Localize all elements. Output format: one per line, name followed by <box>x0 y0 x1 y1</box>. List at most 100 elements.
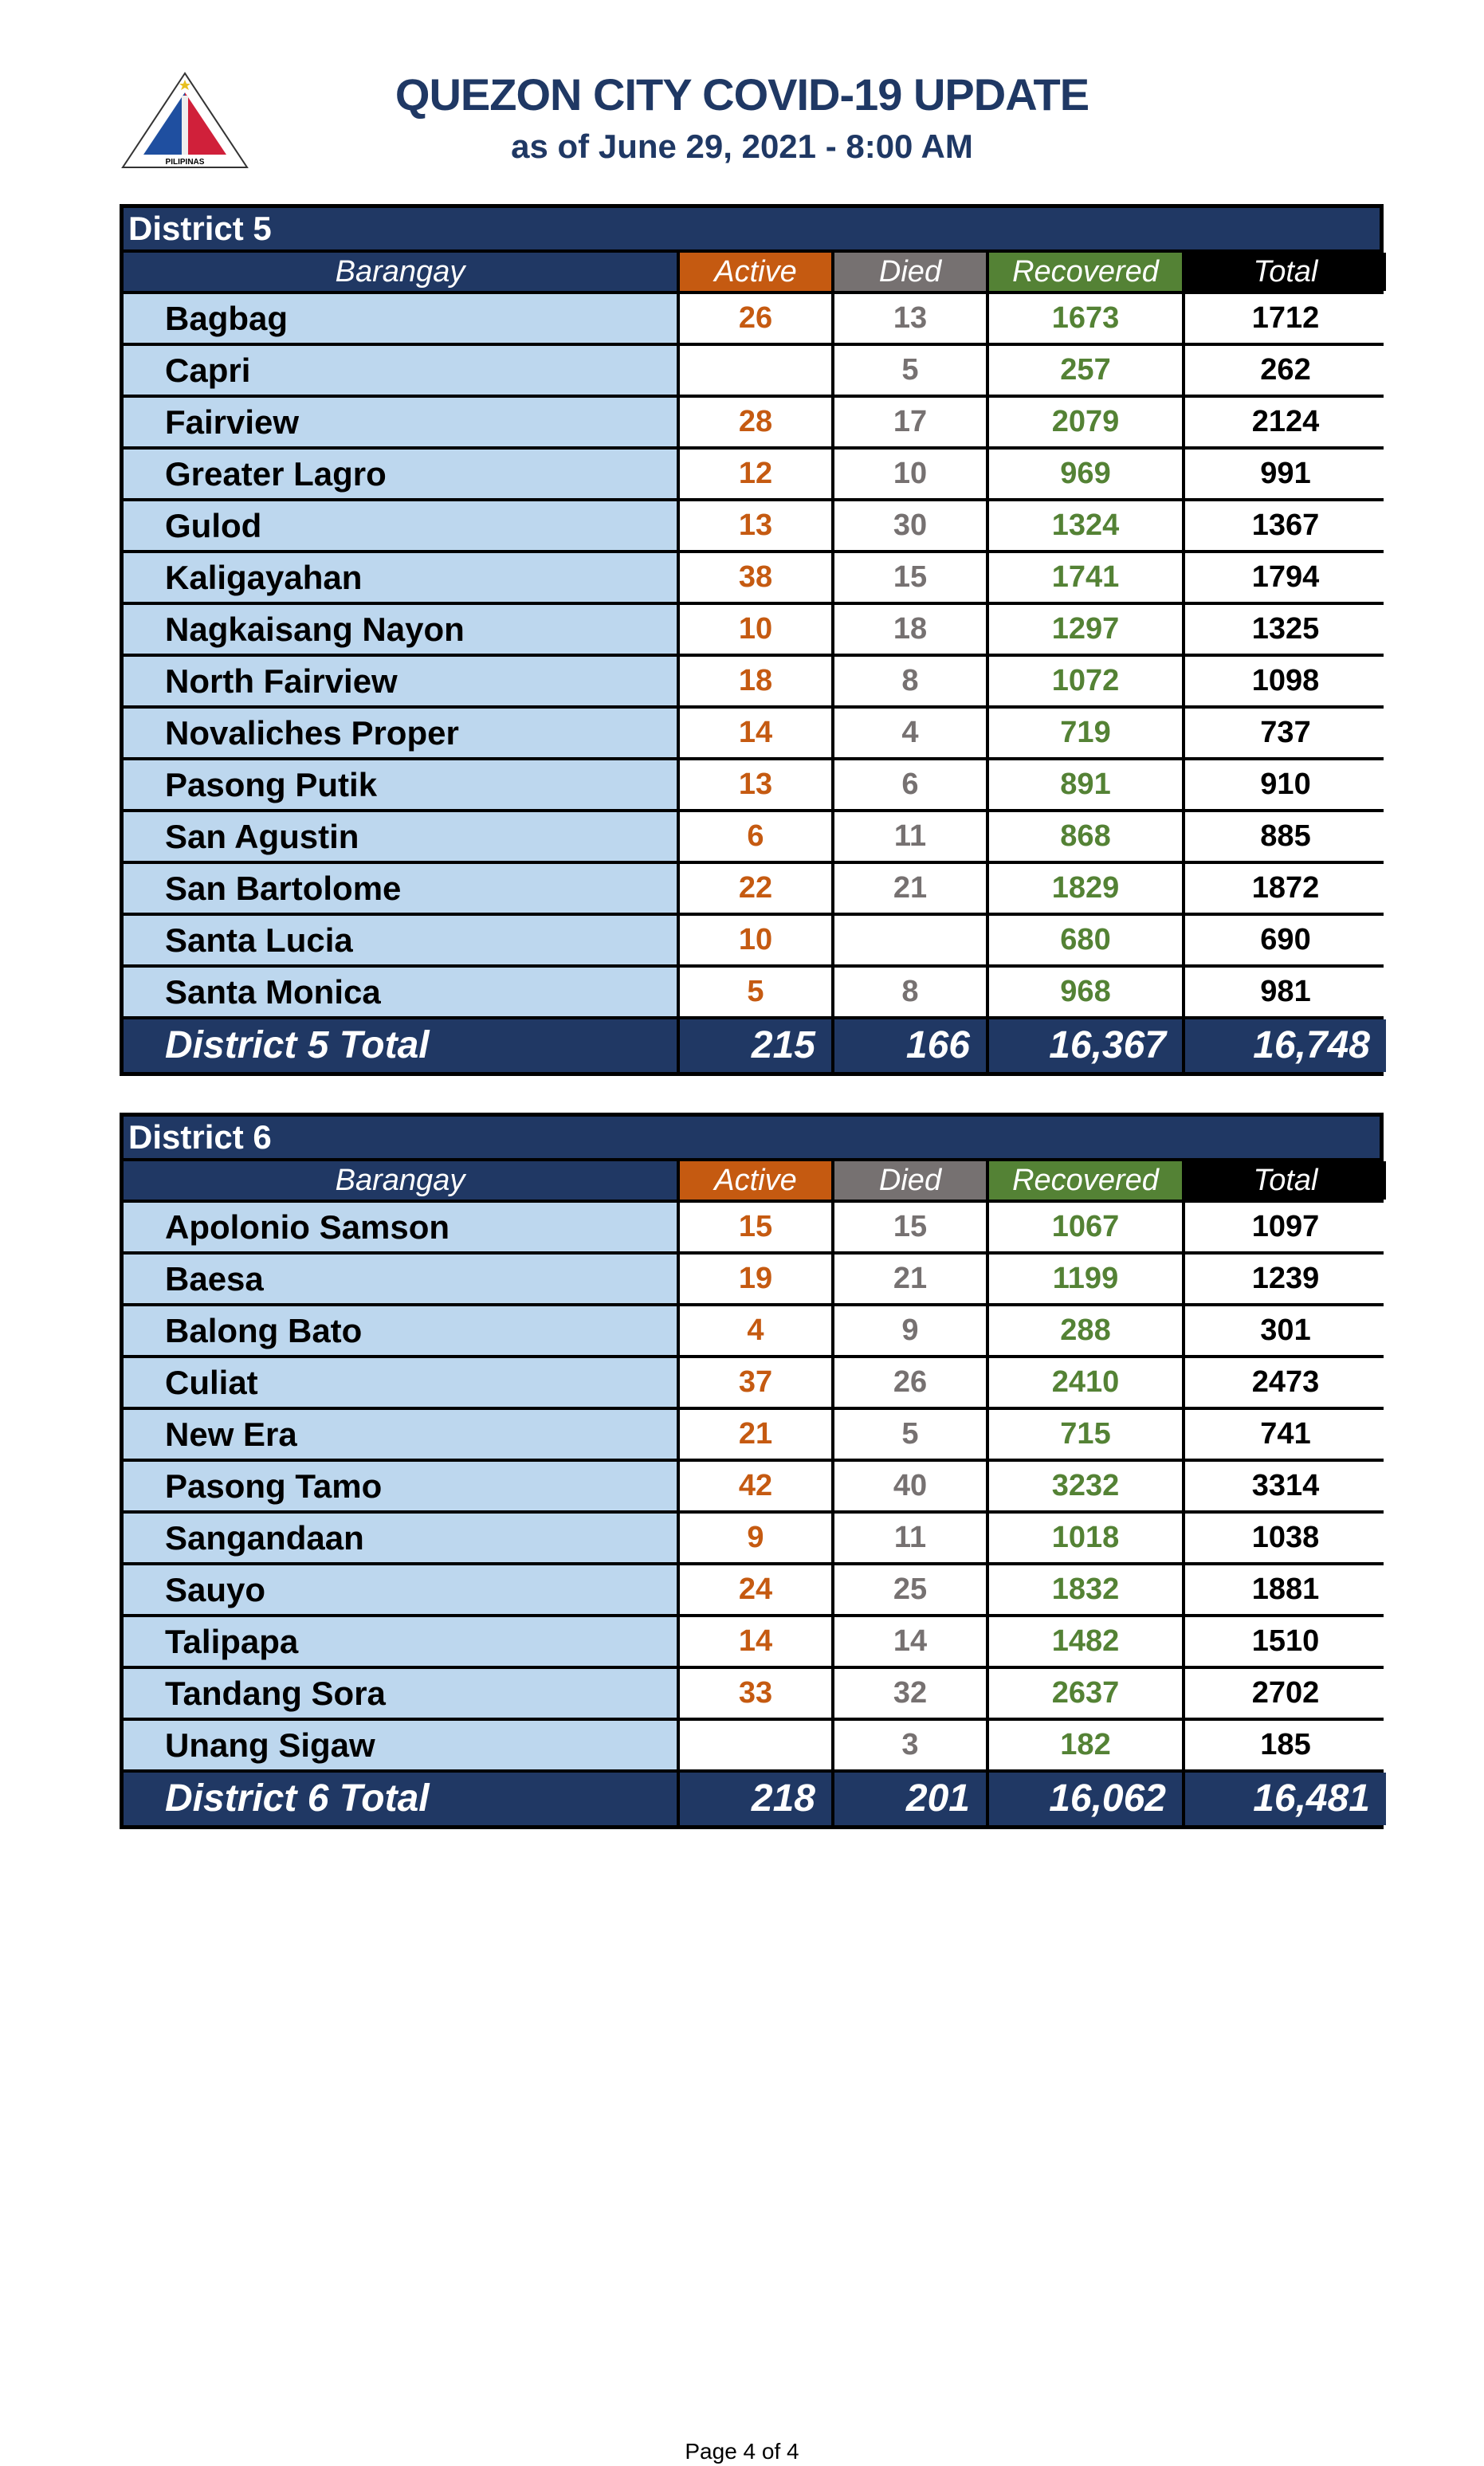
column-header-recovered: Recovered <box>989 253 1182 291</box>
cell-died: 3 <box>834 1721 986 1769</box>
column-header-recovered: Recovered <box>989 1161 1182 1200</box>
cell-recovered: 1741 <box>989 553 1182 602</box>
cell-barangay: Greater Lagro <box>124 450 677 498</box>
cell-total: 981 <box>1185 968 1386 1016</box>
cell-total: 1881 <box>1185 1565 1386 1614</box>
cell-died: 11 <box>834 812 986 861</box>
cell-active: 33 <box>680 1669 831 1718</box>
district-title: District 5 <box>124 208 1380 249</box>
cell-recovered: 680 <box>989 916 1182 964</box>
cell-died: 6 <box>834 760 986 809</box>
cell-died: 25 <box>834 1565 986 1614</box>
cell-total: 2702 <box>1185 1669 1386 1718</box>
cell-recovered: 1297 <box>989 605 1182 654</box>
cell-total: 301 <box>1185 1306 1386 1355</box>
cell-total: 910 <box>1185 760 1386 809</box>
district-total-row: District 5 Total 215 166 16,367 16,748 <box>124 1019 1386 1072</box>
cell-barangay: Pasong Tamo <box>124 1462 677 1510</box>
cell-barangay: Unang Sigaw <box>124 1721 677 1769</box>
cell-recovered: 715 <box>989 1410 1182 1459</box>
cell-active: 4 <box>680 1306 831 1355</box>
page-title: QUEZON CITY COVID-19 UPDATE <box>395 69 1089 120</box>
table-row: Fairview 28 17 2079 2124 <box>124 398 1386 446</box>
district-table: District 6 Barangay Active Died Recovered Tot… <box>120 1113 1386 1829</box>
cell-recovered: 1067 <box>989 1203 1182 1251</box>
table-row: San Agustin 6 11 868 885 <box>124 812 1386 861</box>
cell-active: 14 <box>680 709 831 757</box>
cell-recovered: 868 <box>989 812 1182 861</box>
page-number: Page 4 of 4 <box>685 2439 799 2464</box>
cell-active: 13 <box>680 501 831 550</box>
cell-total: 1510 <box>1185 1617 1386 1666</box>
cell-barangay: Pasong Putik <box>124 760 677 809</box>
cell-total: 1872 <box>1185 864 1386 913</box>
cell-active: 26 <box>680 294 831 343</box>
cell-barangay: Apolonio Samson <box>124 1203 677 1251</box>
cell-active <box>680 346 831 395</box>
cell-barangay: San Agustin <box>124 812 677 861</box>
cell-active: 13 <box>680 760 831 809</box>
district-total-row: District 6 Total 218 201 16,062 16,481 <box>124 1773 1386 1825</box>
table-row: Nagkaisang Nayon 10 18 1297 1325 <box>124 605 1386 654</box>
cell-active: 5 <box>680 968 831 1016</box>
cell-died: 9 <box>834 1306 986 1355</box>
cell-recovered: 1482 <box>989 1617 1182 1666</box>
cell-total: 1038 <box>1185 1514 1386 1562</box>
cell-recovered: 1829 <box>989 864 1182 913</box>
cell-active: 10 <box>680 605 831 654</box>
cell-barangay: Novaliches Proper <box>124 709 677 757</box>
cell-died: 21 <box>834 864 986 913</box>
table-row: Capri 5 257 262 <box>124 346 1386 395</box>
cell-active: 24 <box>680 1565 831 1614</box>
cell-barangay: San Bartolome <box>124 864 677 913</box>
cell-recovered: 1199 <box>989 1255 1182 1303</box>
table-row: Novaliches Proper 14 4 719 737 <box>124 709 1386 757</box>
cell-died: 15 <box>834 1203 986 1251</box>
cell-recovered: 1673 <box>989 294 1182 343</box>
total-active: 218 <box>680 1773 831 1825</box>
cell-died: 15 <box>834 553 986 602</box>
column-header-barangay: Barangay <box>124 253 677 291</box>
cell-died: 32 <box>834 1669 986 1718</box>
table-row: San Bartolome 22 21 1829 1872 <box>124 864 1386 913</box>
cell-died: 14 <box>834 1617 986 1666</box>
cell-died: 13 <box>834 294 986 343</box>
cell-total: 3314 <box>1185 1462 1386 1510</box>
cell-barangay: Bagbag <box>124 294 677 343</box>
cell-barangay: Culiat <box>124 1358 677 1407</box>
column-header-total: Total <box>1185 253 1386 291</box>
column-header-total: Total <box>1185 1161 1386 1200</box>
cell-barangay: Santa Lucia <box>124 916 677 964</box>
total-recovered: 16,367 <box>989 1019 1182 1072</box>
cell-recovered: 2410 <box>989 1358 1182 1407</box>
cell-barangay: Santa Monica <box>124 968 677 1016</box>
cell-died: 17 <box>834 398 986 446</box>
cell-recovered: 891 <box>989 760 1182 809</box>
cell-barangay: Sangandaan <box>124 1514 677 1562</box>
cell-active: 37 <box>680 1358 831 1407</box>
cell-barangay: Gulod <box>124 501 677 550</box>
cell-active: 6 <box>680 812 831 861</box>
cell-active: 18 <box>680 657 831 705</box>
cell-died: 5 <box>834 346 986 395</box>
cell-recovered: 257 <box>989 346 1182 395</box>
cell-died: 4 <box>834 709 986 757</box>
table-row: Unang Sigaw 3 182 185 <box>124 1721 1386 1769</box>
table-row: Pasong Tamo 42 40 3232 3314 <box>124 1462 1386 1510</box>
table-row: Gulod 13 30 1324 1367 <box>124 501 1386 550</box>
total-barangay: District 6 Total <box>124 1773 677 1825</box>
table-row: Kaligayahan 38 15 1741 1794 <box>124 553 1386 602</box>
cell-died: 8 <box>834 968 986 1016</box>
cell-recovered: 1832 <box>989 1565 1182 1614</box>
column-header-died: Died <box>834 1161 986 1200</box>
total-recovered: 16,062 <box>989 1773 1182 1825</box>
cell-recovered: 2637 <box>989 1669 1182 1718</box>
district-title: District 6 <box>124 1117 1380 1158</box>
column-header-active: Active <box>680 1161 831 1200</box>
cell-total: 1367 <box>1185 501 1386 550</box>
column-header-died: Died <box>834 253 986 291</box>
cell-recovered: 2079 <box>989 398 1182 446</box>
cell-died: 8 <box>834 657 986 705</box>
total-barangay: District 5 Total <box>124 1019 677 1072</box>
cell-barangay: Fairview <box>124 398 677 446</box>
